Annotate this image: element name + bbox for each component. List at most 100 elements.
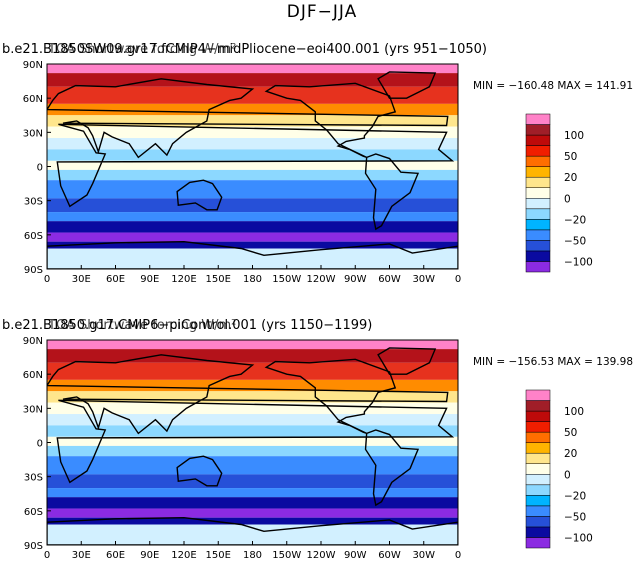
colorbar-label: 0 (564, 193, 571, 205)
x-tick-label: 90W (344, 550, 367, 561)
x-tick-label: 0 (455, 274, 461, 285)
contour-band (47, 241, 458, 249)
x-tick-label: 0 (44, 550, 50, 561)
contour-band (47, 508, 458, 518)
y-tick-label: 30S (24, 197, 43, 208)
y-tick-label: 60S (24, 507, 43, 518)
colorbar-label: 50 (564, 151, 577, 163)
colorbar-swatch (525, 219, 551, 231)
coastline (364, 153, 420, 231)
colorbar-swatch (525, 389, 551, 401)
coastline (56, 123, 455, 208)
contour-band (47, 349, 458, 363)
colorbar-label: 0 (564, 469, 571, 481)
x-tick-label: 30W (412, 550, 435, 561)
coastline (377, 71, 437, 99)
x-tick-label: 150E (206, 550, 231, 561)
coastline (47, 354, 449, 435)
colorbar-swatch (525, 537, 551, 549)
x-tick-label: 30W (412, 274, 435, 285)
x-tick-label: 60E (106, 550, 125, 561)
colorbar-swatch (525, 145, 551, 157)
min-max-label: MIN = −156.53 MAX = 139.98 (473, 356, 634, 368)
colorbar-swatch (525, 431, 551, 443)
coastline (364, 429, 420, 507)
colorbar-swatch (525, 474, 551, 486)
map-plot: 0 30E 60E 90E 120E 150E 180 150W 120W 90W 60W 30W 09… (23, 60, 593, 285)
contour-band (47, 414, 458, 426)
colorbar-label: 20 (564, 448, 577, 460)
colorbar-swatch (525, 250, 551, 262)
colorbar-swatch (525, 229, 551, 241)
coastline (264, 82, 397, 159)
x-tick-label: 30E (72, 550, 91, 561)
colorbar-swatch (525, 176, 551, 188)
contour-band (47, 160, 458, 170)
x-tick-label: 60W (378, 274, 401, 285)
panel-title-case: b.e21.B1850.g17.CMIP6−piControl.001 (yrs… (2, 318, 373, 333)
panel-title-case: b.e21.B1850SW09.gr17.fCMIP4−midPliocene−… (2, 42, 487, 57)
contour-band (47, 445, 458, 457)
contour-band (47, 474, 458, 489)
colorbar-swatch (525, 155, 551, 167)
y-tick-label: 60N (23, 370, 43, 381)
x-tick-label: 90E (140, 550, 159, 561)
contour-band (47, 402, 458, 415)
colorbar-swatch (525, 208, 551, 220)
y-tick-label: 30S (24, 473, 43, 484)
contour-band (47, 212, 458, 222)
x-tick-label: 60W (378, 550, 401, 561)
y-tick-label: 60S (24, 231, 43, 242)
coastline (56, 399, 455, 484)
contour-band (47, 86, 458, 104)
contour-band (47, 524, 458, 545)
colorbar-swatch (525, 134, 551, 146)
coastline (176, 455, 223, 487)
colorbar-swatch (525, 505, 551, 517)
y-tick-label: 30N (23, 404, 43, 415)
x-tick-label: 0 (44, 274, 50, 285)
colorbar-label: −50 (564, 511, 586, 523)
contour-band (47, 497, 458, 509)
map-panel-picontrol: b.e21.B1850.g17.CMIP6−piControl.001 (yrs… (0, 318, 644, 568)
colorbar-label: −50 (564, 235, 586, 247)
x-tick-label: 150E (206, 274, 231, 285)
colorbar-label: 20 (564, 172, 577, 184)
contour-band (47, 103, 458, 116)
colorbar-swatch (525, 400, 551, 412)
colorbar-swatch (525, 240, 551, 252)
panel-title-variable: TOA Shortwave forcing W/m² (48, 42, 237, 57)
colorbar-swatch (525, 495, 551, 507)
colorbar-swatch (525, 421, 551, 433)
colorbar-label: −100 (564, 256, 593, 268)
x-tick-label: 120W (307, 550, 336, 561)
colorbar-label: −20 (564, 214, 586, 226)
x-tick-label: 90W (344, 274, 367, 285)
contour-band (47, 64, 458, 74)
x-tick-label: 120E (171, 274, 196, 285)
coastline (176, 179, 223, 211)
y-tick-label: 90S (24, 541, 43, 552)
contour-band (47, 138, 458, 150)
colorbar-swatch (525, 516, 551, 528)
contour-band (47, 425, 458, 437)
min-max-label: MIN = −160.48 MAX = 141.91 (473, 80, 634, 92)
colorbar-label: −20 (564, 490, 586, 502)
contour-band (47, 488, 458, 498)
x-tick-label: 180 (243, 274, 262, 285)
coastline (47, 78, 449, 159)
colorbar-swatch (525, 452, 551, 464)
colorbar-swatch (525, 113, 551, 125)
x-tick-label: 90E (140, 274, 159, 285)
contour-band (47, 456, 458, 475)
contour-band (47, 149, 458, 161)
contour-band (47, 169, 458, 181)
x-tick-label: 150W (272, 550, 301, 561)
y-tick-label: 90S (24, 265, 43, 276)
coastline (264, 358, 397, 435)
contour-band (47, 248, 458, 269)
x-tick-label: 0 (455, 550, 461, 561)
colorbar-swatch (525, 187, 551, 199)
y-tick-label: 90N (23, 60, 43, 71)
colorbar-label: 100 (564, 130, 584, 142)
